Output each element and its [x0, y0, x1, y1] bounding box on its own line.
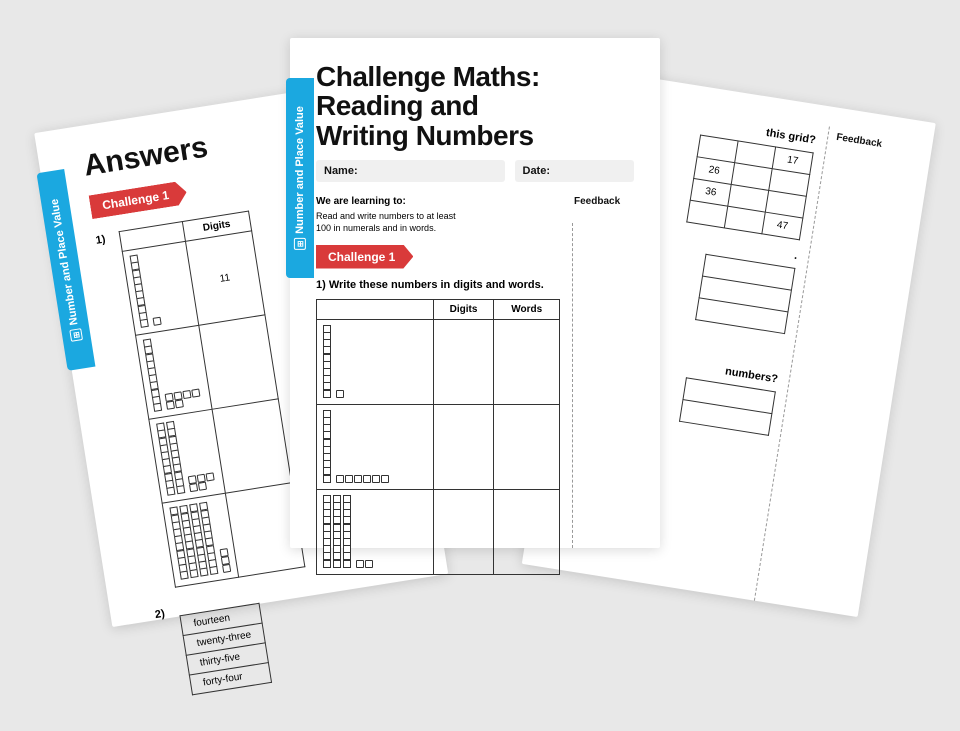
words-table: fourteen twenty-three thirty-five forty-… [179, 603, 272, 696]
date-field[interactable]: Date: [515, 160, 635, 182]
side-tab-center: ⊞ Number and Place Value [286, 78, 314, 278]
cell-11: 11 [185, 231, 264, 325]
base-ten-16 [143, 333, 205, 412]
grid-icon: ⊞ [294, 238, 306, 250]
challenge-badge: Challenge 1 [89, 180, 189, 219]
tab-label: Number and Place Value [294, 106, 306, 234]
fields-row: Name: Date: [316, 160, 634, 182]
title-line-2: Reading and [316, 91, 634, 120]
worksheet-page: ⊞ Number and Place Value Challenge Maths… [290, 38, 660, 548]
grid-47: 47 [762, 212, 803, 240]
base-ten-mult [156, 417, 218, 496]
page-content: Challenge Maths: Reading and Writing Num… [290, 38, 660, 599]
page-title: Challenge Maths: Reading and Writing Num… [316, 62, 634, 150]
title-line-1: Challenge Maths: [316, 62, 634, 91]
main-table: Digits Words [316, 299, 560, 575]
dotted-divider [572, 223, 573, 548]
col-words: Words [494, 299, 560, 319]
words-cell[interactable] [494, 319, 560, 404]
q1-label: 1) [95, 233, 107, 246]
learning-text: Read and write numbers to at least 100 i… [316, 211, 462, 234]
learning-label: We are learning to: [316, 196, 560, 207]
challenge-badge: Challenge 1 [316, 245, 413, 269]
side-tab-text: ⊞ Number and Place Value [294, 106, 306, 250]
feedback-label: Feedback [836, 132, 907, 154]
base-ten-mult2 [169, 501, 231, 580]
feedback-label: Feedback [574, 196, 634, 207]
q1-text: 1) Write these numbers in digits and wor… [316, 279, 560, 291]
blank-grid-1 [695, 254, 795, 334]
col-digits: Digits [433, 299, 494, 319]
title-line-3: Writing Numbers [316, 121, 634, 150]
blocks-11 [323, 326, 427, 398]
q2-label: 2) [154, 608, 178, 699]
number-grid: 17 26 36 47 [686, 134, 814, 240]
grid-icon: ⊞ [69, 328, 83, 342]
blocks-30s [323, 496, 427, 568]
blocks-16 [323, 411, 427, 483]
digits-cell[interactable] [433, 319, 494, 404]
blank-grid-2 [679, 377, 776, 436]
base-ten-11 [129, 249, 191, 328]
answers-table-1: Digits 11 [118, 211, 305, 588]
name-field[interactable]: Name: [316, 160, 505, 182]
